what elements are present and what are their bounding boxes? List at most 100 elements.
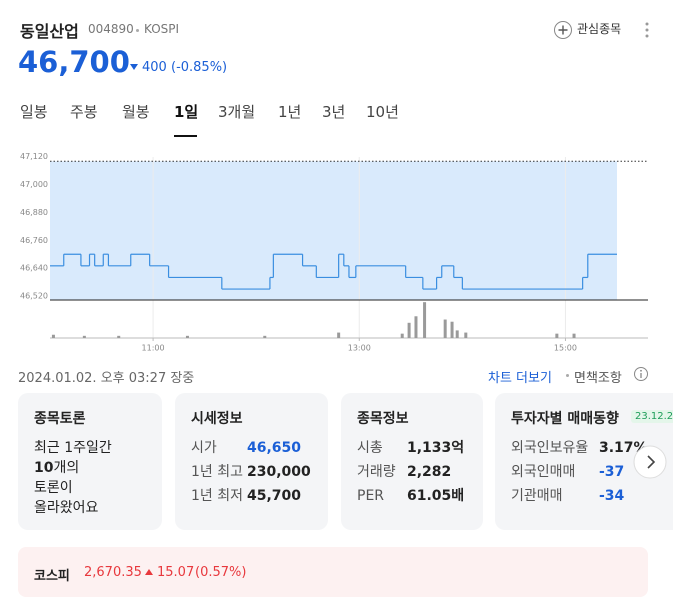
separator <box>566 374 569 377</box>
tab[interactable]: 3년 <box>322 103 346 121</box>
row-value: 46,650 <box>247 440 302 456</box>
volume-bar <box>337 332 341 338</box>
chart: 11:00 13:00 15:00 46,520 46,640 46,760 46,880 4… <box>20 152 648 353</box>
card-title: 시세정보 <box>191 411 243 427</box>
card-text: 10개의 <box>34 457 79 477</box>
tab[interactable]: 1년 <box>278 103 302 121</box>
row-label: 외국인매매 <box>511 464 576 480</box>
row-value: -37 <box>599 464 625 480</box>
index-change: 15.07 <box>157 565 195 580</box>
y-tick-label: 46,520 <box>20 292 48 301</box>
volume-bar <box>423 302 427 338</box>
index-change-rate: (0.57%) <box>195 565 247 580</box>
info-card[interactable]: 시세정보 시가 46,650 1년 최고 230,000 1년 최저 45,700 <box>175 393 328 530</box>
index-name: 코스피 <box>34 569 70 584</box>
stock-code: 004890 <box>88 22 134 36</box>
card-row: 1년 최저 45,700 <box>191 485 301 505</box>
volume-bar <box>263 335 267 338</box>
volume-bar <box>400 333 404 338</box>
count: 10 <box>34 460 54 476</box>
index-box[interactable] <box>18 547 648 597</box>
index-value: 2,670.35 <box>84 565 142 580</box>
x-tick-label: 15:00 <box>554 344 577 353</box>
row-value: -34 <box>599 488 625 504</box>
x-tick-label: 13:00 <box>348 344 371 353</box>
row-value: 3.17% <box>599 440 648 456</box>
card-row: 거래량 2,282 <box>357 461 451 481</box>
volume-bar <box>185 335 189 338</box>
volume-bar <box>414 316 418 338</box>
card-row: 시가 46,650 <box>191 437 301 457</box>
volume-bar <box>407 322 411 338</box>
chart-more-link[interactable]: 차트 더보기 <box>488 371 552 386</box>
count-suffix: 개의 <box>53 460 80 476</box>
row-value: 2,282 <box>407 464 452 480</box>
disclaimer-link[interactable]: 면책조항 <box>574 371 622 386</box>
change: 400 <box>142 60 167 75</box>
volume-bar <box>555 333 559 338</box>
volume-bar <box>572 333 576 338</box>
info-card[interactable]: 종목토론 최근 1주일간 10개의 토론이 올라왔어요 <box>18 393 162 530</box>
y-tick-label: 46,760 <box>20 236 48 245</box>
volume-bar <box>82 335 86 338</box>
row-value: 1,133억 <box>407 440 465 456</box>
card-row: 기관매매 -34 <box>511 485 624 505</box>
row-label: PER <box>357 488 385 504</box>
tab[interactable]: 주봉 <box>70 103 98 121</box>
watchlist-button[interactable]: 관심종목 <box>577 22 622 36</box>
tab[interactable]: 일봉 <box>20 103 48 121</box>
row-label: 기관매매 <box>511 488 563 504</box>
card-row: 외국인보유율 3.17% <box>511 437 648 457</box>
row-value: 230,000 <box>247 464 311 480</box>
row-label: 외국인보유율 <box>511 440 589 456</box>
x-tick-label: 11:00 <box>142 344 165 353</box>
tab[interactable]: 3개월 <box>218 103 256 121</box>
volume-bar <box>464 332 468 338</box>
timestamp: 2024.01.02. 오후 03:27 장중 <box>18 371 195 386</box>
card-text: 올라왔어요 <box>34 500 99 516</box>
up-arrow <box>145 569 153 575</box>
y-tick-label: 46,640 <box>20 264 48 273</box>
tab[interactable]: 월봉 <box>122 103 150 121</box>
y-tick-label: 47,120 <box>20 152 48 161</box>
card-title: 종목정보 <box>357 411 409 427</box>
volume-bar <box>117 335 121 338</box>
market: KOSPI <box>144 22 180 36</box>
session-area <box>50 161 617 300</box>
separator <box>136 29 139 32</box>
row-label: 시총 <box>357 440 383 456</box>
tab[interactable]: 1일 <box>174 103 199 121</box>
card-title: 투자자별 매매동향 <box>511 411 619 427</box>
row-value: 61.05배 <box>407 488 465 504</box>
row-label: 1년 최저 <box>191 488 243 504</box>
row-label: 1년 최고 <box>191 464 243 480</box>
card-row: PER 61.05배 <box>357 485 464 505</box>
plus-icon[interactable] <box>553 20 573 40</box>
next-button[interactable] <box>632 444 668 480</box>
card-badge: 23.12.2 <box>631 410 673 423</box>
card-title: 종목토론 <box>34 411 86 427</box>
card-text: 토론이 <box>34 480 73 496</box>
volume-bar <box>443 319 447 338</box>
down-arrow <box>130 64 138 70</box>
more-icon[interactable] <box>644 21 650 39</box>
card-text: 최근 1주일간 <box>34 440 112 456</box>
price: 46,700 <box>18 45 130 79</box>
card-row: 시총 1,133억 <box>357 437 464 457</box>
info-icon[interactable] <box>633 366 649 382</box>
row-label: 거래량 <box>357 464 396 480</box>
card-row: 외국인매매 -37 <box>511 461 624 481</box>
card-row: 1년 최고 230,000 <box>191 461 311 481</box>
y-tick-label: 46,880 <box>20 208 48 217</box>
change-rate: (-0.85%) <box>171 60 228 75</box>
volume-bar <box>51 334 55 338</box>
volume-bar <box>450 321 454 338</box>
volume-bar <box>455 330 459 338</box>
row-value: 45,700 <box>247 488 302 504</box>
y-tick-label: 47,000 <box>20 180 48 189</box>
tab-underline <box>174 135 197 137</box>
row-label: 시가 <box>191 440 217 456</box>
tab[interactable]: 10년 <box>366 103 399 121</box>
